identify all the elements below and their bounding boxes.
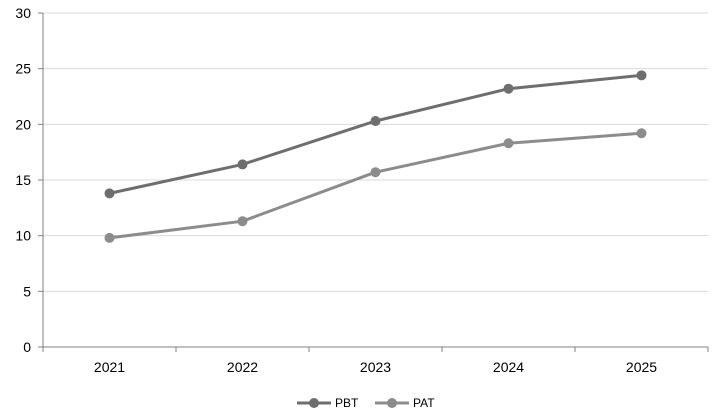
series-pbt xyxy=(104,70,647,199)
data-point xyxy=(237,216,248,227)
x-tick-label: 2022 xyxy=(227,359,258,375)
series-group xyxy=(104,70,647,243)
x-tick-label: 2021 xyxy=(94,359,125,375)
legend-label: PBT xyxy=(335,396,359,410)
legend-label: PAT xyxy=(413,396,435,410)
legend: PBT PAT xyxy=(297,396,435,410)
data-point xyxy=(104,232,115,243)
gridlines xyxy=(43,12,708,292)
y-tick-label: 0 xyxy=(23,339,31,355)
data-point xyxy=(237,159,248,170)
y-tick-label: 20 xyxy=(15,116,31,132)
data-point xyxy=(370,115,381,126)
data-point xyxy=(104,188,115,199)
data-point xyxy=(636,70,647,81)
legend-item-pbt: PBT xyxy=(297,396,359,410)
y-tick-label: 15 xyxy=(15,172,31,188)
x-tick-label: 2025 xyxy=(626,359,657,375)
y-tick-label: 30 xyxy=(15,5,31,21)
y-axis-ticks: 0 5 10 15 20 25 30 xyxy=(15,5,43,355)
data-point xyxy=(636,128,647,139)
series-line xyxy=(109,131,642,240)
y-tick-label: 10 xyxy=(15,228,31,244)
legend-marker xyxy=(309,398,319,408)
legend-item-pat: PAT xyxy=(375,396,435,410)
data-point xyxy=(503,83,514,94)
y-tick-label: 5 xyxy=(23,283,31,299)
data-point xyxy=(370,167,381,178)
series-pat xyxy=(104,128,647,243)
x-tick-label: 2024 xyxy=(493,359,524,375)
x-axis-ticks: 2021 2022 2023 2024 2025 xyxy=(42,347,709,375)
data-point xyxy=(503,138,514,149)
legend-marker xyxy=(387,398,397,408)
y-tick-label: 25 xyxy=(15,61,31,77)
x-tick-label: 2023 xyxy=(360,359,391,375)
